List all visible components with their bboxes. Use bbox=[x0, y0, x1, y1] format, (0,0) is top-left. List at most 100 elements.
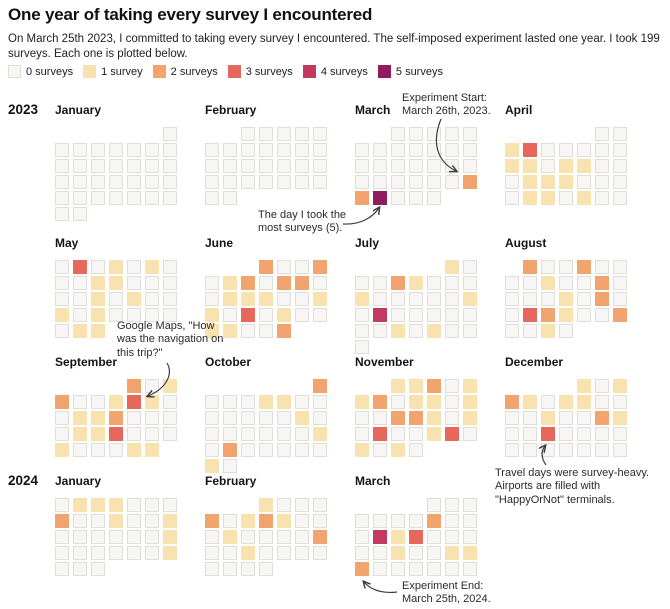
page-title: One year of taking every survey I encoun… bbox=[8, 5, 373, 24]
day-cell-2023-october-28 bbox=[295, 443, 309, 457]
day-cell-2024-february-6 bbox=[223, 514, 237, 528]
day-cell-2023-january-12 bbox=[109, 159, 123, 173]
day-cell-2024-february-15 bbox=[259, 530, 273, 544]
day-cell-2023-july-23 bbox=[463, 308, 477, 322]
day-cell-2023-march-10 bbox=[427, 143, 441, 157]
day-cell-2023-december-20 bbox=[541, 427, 555, 441]
day-cell-2023-september-25 bbox=[55, 443, 69, 457]
day-cell-2023-january-14 bbox=[145, 159, 159, 173]
day-cell-2023-february-22 bbox=[241, 175, 255, 189]
day-cell-2023-april-1 bbox=[595, 127, 609, 141]
day-cell-2023-january-26 bbox=[109, 191, 123, 205]
day-cell-2023-november-23 bbox=[409, 427, 423, 441]
day-cell-2023-december-9 bbox=[595, 395, 609, 409]
day-cell-2024-march-22 bbox=[427, 546, 441, 560]
day-cell-2024-february-2 bbox=[277, 498, 291, 512]
day-cell-2023-november-5 bbox=[463, 379, 477, 393]
month-2024-march: March bbox=[355, 474, 485, 576]
day-cell-2023-july-1 bbox=[445, 260, 459, 274]
day-cell-2023-august-6 bbox=[613, 260, 627, 274]
day-cell-2023-april-12 bbox=[541, 159, 555, 173]
day-cell-2023-october-10 bbox=[223, 411, 237, 425]
day-cell-2023-april-10 bbox=[505, 159, 519, 173]
day-cell-2023-december-4 bbox=[505, 395, 519, 409]
day-cell-2023-march-30 bbox=[409, 191, 423, 205]
day-cell-2024-february-22 bbox=[259, 546, 273, 560]
day-cell-2023-december-7 bbox=[559, 395, 573, 409]
day-cell-2023-november-28 bbox=[373, 443, 387, 457]
month-2023-july: July bbox=[355, 236, 485, 354]
day-cell-2023-march-22 bbox=[391, 175, 405, 189]
day-cell-2023-february-21 bbox=[223, 175, 237, 189]
day-cell-2023-december-30 bbox=[595, 443, 609, 457]
annotation-experiment-start: Experiment Start: March 26th, 2023. bbox=[402, 92, 491, 118]
day-cell-2023-july-5 bbox=[391, 276, 405, 290]
day-cell-2024-january-24 bbox=[91, 546, 105, 560]
day-cell-2023-july-11 bbox=[373, 292, 387, 306]
day-cell-2024-february-14 bbox=[241, 530, 255, 544]
day-cell-2023-february-13 bbox=[205, 159, 219, 173]
day-cell-2024-january-13 bbox=[145, 514, 159, 528]
day-cell-2023-october-23 bbox=[205, 443, 219, 457]
day-cell-2023-april-16 bbox=[613, 159, 627, 173]
day-cell-2023-may-31 bbox=[91, 324, 105, 338]
day-cell-2023-may-20 bbox=[145, 292, 159, 306]
day-cell-2023-december-23 bbox=[595, 427, 609, 441]
legend-label: 5 surveys bbox=[395, 65, 443, 78]
day-cell-2024-january-17 bbox=[91, 530, 105, 544]
day-cell-2024-march-15 bbox=[427, 530, 441, 544]
day-cell-2024-march-19 bbox=[373, 546, 387, 560]
day-cell-2023-september-18 bbox=[55, 427, 69, 441]
day-cell-2024-january-2 bbox=[73, 498, 87, 512]
month-2023-october: October bbox=[205, 355, 335, 473]
day-cell-2023-march-12 bbox=[463, 143, 477, 157]
day-cell-2023-october-18 bbox=[241, 427, 255, 441]
day-cell-2023-january-11 bbox=[91, 159, 105, 173]
day-cell-2023-january-28 bbox=[145, 191, 159, 205]
day-cell-2023-december-5 bbox=[523, 395, 537, 409]
day-cell-2024-march-13 bbox=[391, 530, 405, 544]
day-cell-2023-january-18 bbox=[91, 175, 105, 189]
day-cell-2023-december-26 bbox=[523, 443, 537, 457]
day-cell-2023-february-5 bbox=[313, 127, 327, 141]
day-cell-2024-february-26 bbox=[205, 562, 219, 576]
day-cell-2023-march-2 bbox=[409, 127, 423, 141]
month-label: February bbox=[205, 474, 257, 488]
legend-swatch bbox=[8, 65, 21, 78]
day-cell-2023-april-23 bbox=[613, 175, 627, 189]
day-cell-2023-february-10 bbox=[277, 143, 291, 157]
arrow-experiment-end bbox=[364, 582, 398, 594]
day-cell-2023-june-17 bbox=[295, 292, 309, 306]
day-cell-2024-january-22 bbox=[55, 546, 69, 560]
day-cell-2024-march-24 bbox=[463, 546, 477, 560]
day-cell-2023-july-29 bbox=[445, 324, 459, 338]
day-cell-2024-february-10 bbox=[295, 514, 309, 528]
day-cell-2023-january-7 bbox=[145, 143, 159, 157]
day-cell-2023-may-22 bbox=[55, 308, 69, 322]
day-cell-2023-march-9 bbox=[409, 143, 423, 157]
day-cell-2023-january-6 bbox=[127, 143, 141, 157]
day-cell-2023-september-12 bbox=[73, 411, 87, 425]
day-cell-2023-february-14 bbox=[223, 159, 237, 173]
day-cell-2023-december-12 bbox=[523, 411, 537, 425]
day-cell-2023-june-10 bbox=[295, 276, 309, 290]
day-cell-2023-february-28 bbox=[223, 191, 237, 205]
day-cell-2023-february-6 bbox=[205, 143, 219, 157]
legend-label: 2 surveys bbox=[170, 65, 218, 78]
day-cell-2023-june-19 bbox=[205, 308, 219, 322]
day-cell-2023-november-8 bbox=[391, 395, 405, 409]
day-cell-2024-march-10 bbox=[463, 514, 477, 528]
day-cell-2024-january-29 bbox=[55, 562, 69, 576]
day-cell-2023-may-16 bbox=[73, 292, 87, 306]
day-cell-2023-november-14 bbox=[373, 411, 387, 425]
day-cell-2023-march-31 bbox=[427, 191, 441, 205]
day-cell-2023-november-24 bbox=[427, 427, 441, 441]
day-cell-2024-january-3 bbox=[91, 498, 105, 512]
day-cell-2023-may-26 bbox=[127, 308, 141, 322]
day-cell-2024-march-12 bbox=[373, 530, 387, 544]
day-cell-2023-october-8 bbox=[313, 395, 327, 409]
day-cell-2023-november-10 bbox=[427, 395, 441, 409]
day-cell-2023-october-30 bbox=[205, 459, 219, 473]
day-cell-2023-march-13 bbox=[355, 159, 369, 173]
day-cell-2023-december-22 bbox=[577, 427, 591, 441]
